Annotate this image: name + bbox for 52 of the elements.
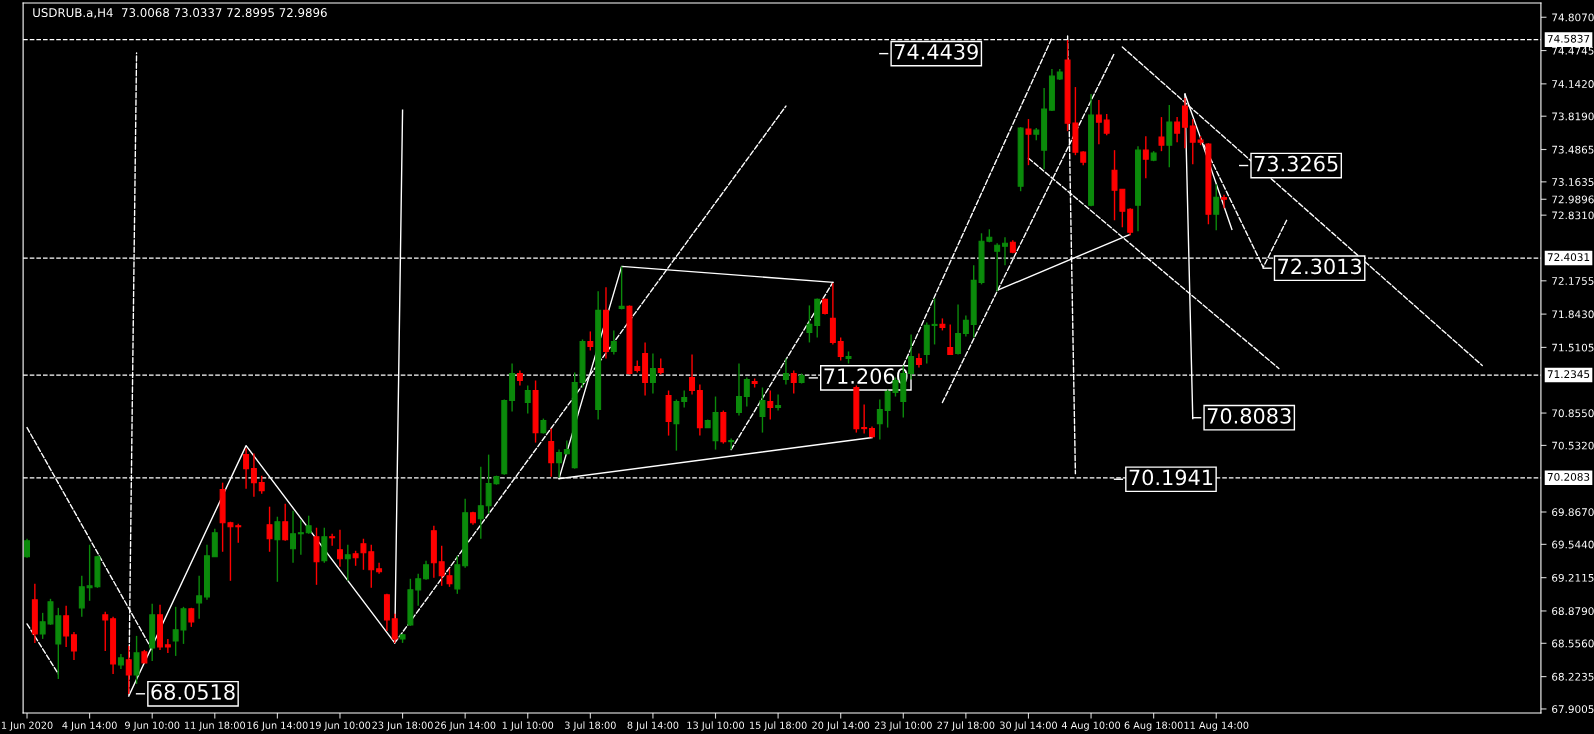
- x-tick-label: 3 Jul 18:00: [565, 721, 616, 731]
- y-tick-label: 68.5560: [1552, 639, 1594, 648]
- y-tick-label: 74.8070: [1552, 13, 1594, 22]
- x-tick-label: 23 Jul 10:00: [874, 721, 932, 731]
- x-tick-label: 11 Jun 18:00: [184, 721, 246, 731]
- series-label: 72.3013: [1278, 258, 1362, 275]
- x-tick-label: 13 Jul 10:00: [687, 721, 745, 731]
- x-tick-label: 8 Jul 14:00: [627, 721, 679, 731]
- y-tick-label: 72.9896: [1552, 195, 1594, 204]
- x-tick-label: 1 Jun 2020: [1, 721, 53, 731]
- series-label: 68.0518: [151, 684, 235, 700]
- x-tick-label: 19 Jun 10:00: [310, 721, 371, 731]
- y-tick-label: 68.2235: [1552, 672, 1594, 681]
- y-tick-label: 68.8790: [1552, 607, 1594, 616]
- y-tick-label: 69.2115: [1552, 573, 1594, 582]
- series-label: 70.8083: [1207, 408, 1291, 424]
- y-tick-label: 72.8310: [1552, 211, 1594, 220]
- y-tick-label: 69.8670: [1552, 508, 1594, 517]
- series-label: 74.4439: [894, 43, 978, 60]
- y-tick-label: 73.4865: [1552, 145, 1594, 154]
- y-tick-label: 70.8550: [1552, 409, 1594, 418]
- x-tick-label: 4 Aug 10:00: [1061, 721, 1121, 731]
- y-tick-label: 74.1420: [1552, 80, 1594, 88]
- x-tick-label: 16 Jun 14:00: [247, 721, 308, 731]
- x-tick-label: 1 Jul 10:00: [502, 721, 554, 731]
- x-tick-label: 23 Jun 18:00: [372, 721, 433, 731]
- y-tick-label: 71.5105: [1552, 343, 1594, 352]
- ref-line-label: 72.4031: [1547, 253, 1590, 262]
- x-tick-label: 9 Jun 10:00: [125, 721, 180, 731]
- ref-line-label: 74.5837: [1547, 34, 1590, 43]
- y-tick-label: 67.9005: [1552, 705, 1594, 714]
- x-tick-label: 15 Jul 18:00: [750, 721, 807, 731]
- series-label: 70.1941: [1129, 469, 1213, 486]
- y-tick-label: 72.1755: [1552, 277, 1594, 285]
- y-tick-label: 73.1635: [1552, 178, 1594, 186]
- ref-line-label: 71.2345: [1547, 370, 1590, 379]
- x-tick-label: 30 Jul 14:00: [1000, 721, 1057, 731]
- chart-title: USDRUB.a,H4 73.0068 73.0337 72.8995 72.9896: [33, 8, 327, 19]
- y-tick-label: 71.8430: [1552, 310, 1594, 319]
- y-tick-label: 69.5440: [1552, 540, 1594, 549]
- y-tick-label: 74.4745: [1552, 46, 1594, 55]
- x-tick-label: 26 Jun 14:00: [434, 721, 496, 731]
- series-label: 71.2060: [824, 368, 908, 384]
- series-label: 73.3265: [1254, 155, 1338, 172]
- y-tick-label: 70.5320: [1552, 441, 1594, 450]
- y-tick-label: 73.8190: [1552, 112, 1594, 121]
- ref-line-label: 70.2083: [1547, 472, 1590, 481]
- x-tick-label: 27 Jul 18:00: [937, 721, 995, 731]
- x-tick-label: 20 Jul 14:00: [812, 721, 870, 731]
- x-tick-label: 4 Jun 14:00: [62, 721, 117, 731]
- x-tick-label: 11 Aug 14:00: [1184, 721, 1249, 731]
- x-tick-label: 6 Aug 18:00: [1124, 721, 1183, 731]
